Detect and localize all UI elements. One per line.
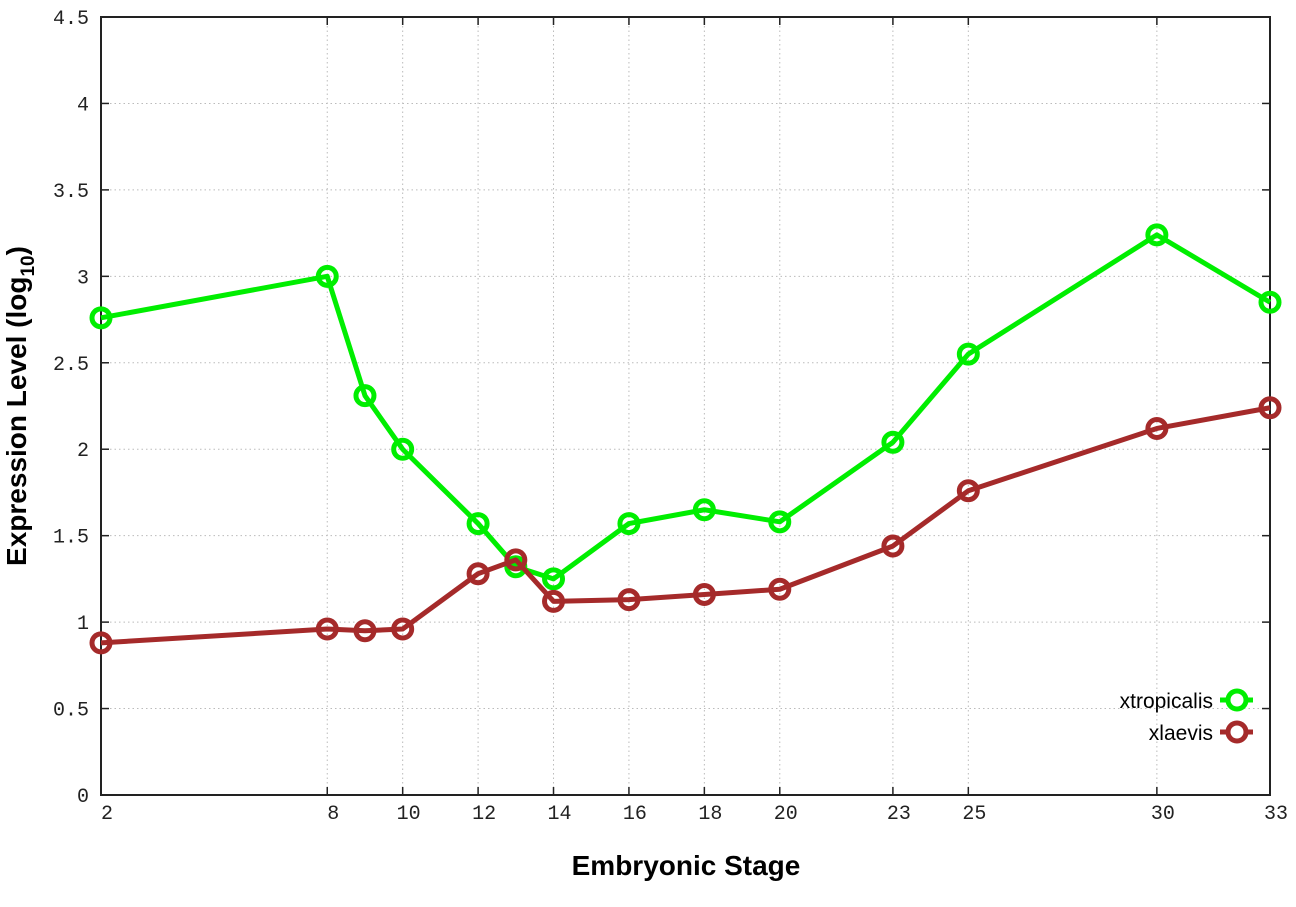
axes: 0 0.5 1 1.5 2 2.5 3 3.5 4 4.5 2 8 10 12 14 16 18 20 23 25 30… <box>53 8 1288 826</box>
y-tick-label: 1 <box>77 613 89 636</box>
data-point-xtropicalis <box>315 264 339 288</box>
data-point-xtropicalis <box>353 384 377 408</box>
data-point-xtropicalis <box>466 512 490 536</box>
x-tick-label: 18 <box>698 803 722 826</box>
data-point-xtropicalis <box>768 510 792 534</box>
legend-marker-xtropicalis <box>1225 688 1249 712</box>
y-axis-label: Expression Level (log10) <box>1 246 39 566</box>
x-tick-label: 10 <box>397 803 421 826</box>
data-point-xlaevis <box>542 589 566 613</box>
x-tick-label: 23 <box>887 803 911 826</box>
data-point-xlaevis <box>956 479 980 503</box>
series-xlaevis <box>89 396 1282 655</box>
data-point-xtropicalis <box>617 512 641 536</box>
x-tick-label: 14 <box>548 803 572 826</box>
plot-frame <box>100 16 1271 796</box>
series-line-xlaevis <box>100 405 1271 646</box>
series-xtropicalis <box>89 223 1282 591</box>
legend-marker-xlaevis <box>1225 720 1249 744</box>
data-point-xtropicalis <box>881 430 905 454</box>
y-tick-label: 0.5 <box>53 700 89 723</box>
legend-label-xlaevis: xlaevis <box>1149 722 1213 745</box>
data-point-xtropicalis <box>1258 290 1282 314</box>
data-point-xlaevis <box>1258 396 1282 420</box>
data-point-xlaevis <box>617 588 641 612</box>
x-tick-label: 33 <box>1264 803 1288 826</box>
data-point-xlaevis <box>881 534 905 558</box>
data-point-xlaevis <box>768 577 792 601</box>
x-tick-label: 2 <box>101 803 113 826</box>
data-point-xlaevis <box>692 582 716 606</box>
y-tick-label: 3 <box>77 267 89 290</box>
x-tick-label: 8 <box>327 803 339 826</box>
data-point-xtropicalis <box>391 437 415 461</box>
grid <box>101 17 1270 795</box>
y-tick-label: 4.5 <box>53 8 89 31</box>
y-tick-label: 0 <box>77 786 89 809</box>
data-point-xlaevis <box>466 562 490 586</box>
x-axis-label: Embryonic Stage <box>572 850 801 881</box>
data-point-xtropicalis <box>1145 223 1169 247</box>
series-layer <box>89 223 1282 655</box>
y-tick-label: 3.5 <box>53 181 89 204</box>
legend: xtropicalis xlaevis <box>1120 688 1253 745</box>
legend-label-xtropicalis: xtropicalis <box>1120 690 1213 713</box>
y-tick-label: 2 <box>77 440 89 463</box>
data-point-xtropicalis <box>956 342 980 366</box>
y-axis-label-sub: 10 <box>18 255 39 276</box>
data-point-xlaevis <box>391 617 415 641</box>
data-point-xtropicalis <box>89 306 113 330</box>
data-point-xtropicalis <box>692 498 716 522</box>
data-point-xlaevis <box>353 619 377 643</box>
data-point-xlaevis <box>315 617 339 641</box>
y-tick-label: 1.5 <box>53 527 89 550</box>
series-line-xtropicalis <box>100 232 1272 582</box>
y-tick-label: 4 <box>77 94 89 117</box>
data-point-xlaevis <box>504 548 528 572</box>
x-tick-label: 12 <box>472 803 496 826</box>
x-tick-label: 25 <box>962 803 986 826</box>
data-point-xtropicalis <box>542 567 566 591</box>
y-tick-label: 2.5 <box>53 354 89 377</box>
x-tick-label: 16 <box>623 803 647 826</box>
data-point-xlaevis <box>89 631 113 655</box>
y-axis-label-main: Expression Level (log <box>1 277 32 566</box>
x-tick-label: 30 <box>1151 803 1175 826</box>
x-tick-label: 20 <box>774 803 798 826</box>
data-point-xlaevis <box>1145 416 1169 440</box>
